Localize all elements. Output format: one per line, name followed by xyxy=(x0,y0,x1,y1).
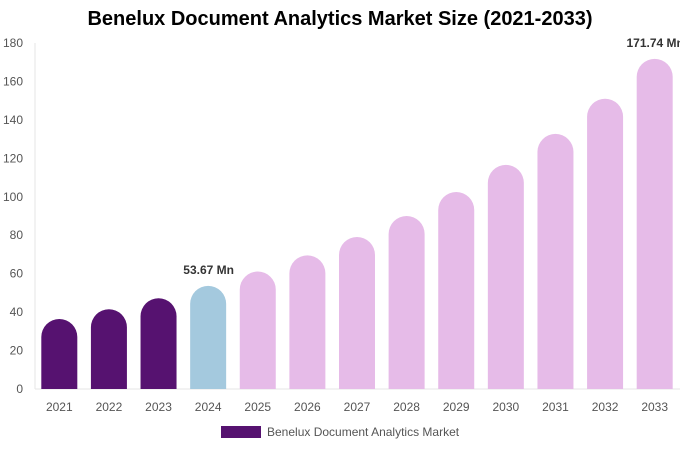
bar-2033 xyxy=(636,58,673,389)
bar-2028 xyxy=(388,216,425,389)
x-tick-label: 2021 xyxy=(46,400,73,414)
x-tick-label: 2023 xyxy=(145,400,172,414)
y-tick-label: 60 xyxy=(10,267,24,281)
x-tick-label: 2032 xyxy=(592,400,619,414)
bar-2029 xyxy=(438,191,475,389)
x-tick-label: 2028 xyxy=(393,400,420,414)
bar-2031 xyxy=(537,133,574,389)
y-tick-label: 180 xyxy=(3,36,23,50)
bar-2021 xyxy=(41,319,78,389)
chart-title: Benelux Document Analytics Market Size (… xyxy=(87,8,593,30)
x-tick-label: 2022 xyxy=(96,400,123,414)
y-tick-label: 40 xyxy=(10,305,24,319)
y-tick-label: 20 xyxy=(10,344,24,358)
bar-2026 xyxy=(289,255,326,389)
x-tick-label: 2029 xyxy=(443,400,470,414)
y-tick-label: 100 xyxy=(3,190,23,204)
bar-2022 xyxy=(90,309,127,389)
bar-2027 xyxy=(339,236,375,389)
x-tick-label: 2030 xyxy=(492,400,519,414)
bar-2023 xyxy=(140,298,177,389)
x-tick-label: 2027 xyxy=(344,400,371,414)
x-tick-label: 2026 xyxy=(294,400,321,414)
bar-2030 xyxy=(487,164,524,389)
legend-swatch xyxy=(221,426,261,438)
y-tick-label: 140 xyxy=(3,113,23,127)
data-label: 171.74 Mn xyxy=(627,36,680,50)
x-tick-label: 2024 xyxy=(195,400,222,414)
y-tick-label: 0 xyxy=(16,382,23,396)
y-tick-label: 80 xyxy=(10,228,24,242)
x-tick-label: 2031 xyxy=(542,400,569,414)
x-tick-label: 2033 xyxy=(641,400,668,414)
bar-2032 xyxy=(587,98,624,389)
x-tick-label: 2025 xyxy=(244,400,271,414)
bar-2025 xyxy=(239,271,276,389)
legend: Benelux Document Analytics Market xyxy=(221,425,459,439)
data-label: 53.67 Mn xyxy=(183,263,234,277)
bar-2024 xyxy=(190,285,227,389)
y-tick-label: 120 xyxy=(3,151,23,165)
legend-label: Benelux Document Analytics Market xyxy=(267,425,460,439)
y-tick-label: 160 xyxy=(3,74,23,88)
